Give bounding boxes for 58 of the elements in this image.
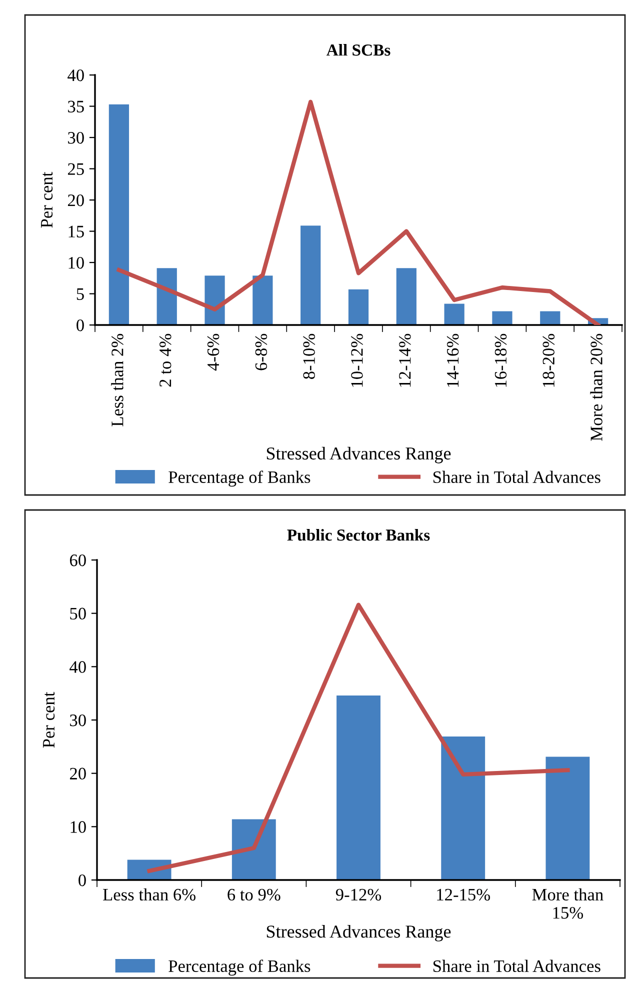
bar	[108, 104, 130, 325]
x-tick-label: 12-15%	[437, 888, 490, 901]
x-tick-label: 10-12%	[351, 334, 363, 387]
y-tick-label: 10	[70, 821, 86, 833]
bar	[546, 756, 590, 880]
x-tick-label: 8-10%	[303, 334, 315, 379]
x-tick-label: 16-18%	[494, 334, 507, 387]
y-tick-label: 60	[70, 554, 86, 566]
bar	[492, 311, 512, 325]
legend-label: Percentage of Banks	[168, 960, 310, 976]
bar	[156, 268, 177, 325]
chart-title: All SCBs	[326, 44, 390, 56]
bar	[540, 311, 560, 325]
y-tick-label: 20	[68, 194, 84, 206]
legend-label: Percentage of Banks	[168, 470, 310, 487]
line-series	[147, 602, 570, 874]
bar	[204, 276, 225, 325]
y-tick-label: 40	[68, 69, 84, 82]
y-tick-label: 5	[76, 288, 84, 300]
x-tick-label: 6 to 9%	[228, 888, 280, 901]
y-tick-label: 0	[76, 319, 84, 332]
x-tick-label: Less than 2%	[111, 334, 124, 426]
x-tick-label: 2 to 4%	[159, 334, 172, 387]
y-tick-label: 30	[70, 714, 86, 726]
y-axis-title: Per cent	[43, 692, 55, 748]
x-tick-label: 4-6%	[207, 334, 220, 371]
x-axis-title: Stressed Advances Range	[266, 446, 451, 464]
x-tick-label: 12-14%	[399, 334, 411, 387]
legend-label: Share in Total Advances	[433, 960, 600, 972]
legend-label: Share in Total Advances	[433, 470, 600, 484]
x-tick-label: 14-16%	[446, 334, 459, 387]
y-tick-label: 35	[68, 100, 84, 112]
y-tick-label: 30	[68, 132, 84, 144]
bar	[441, 736, 486, 880]
y-tick-label: 40	[70, 661, 86, 673]
y-tick-label: 15	[68, 226, 84, 238]
x-tick-label: 18-20%	[542, 334, 555, 387]
x-axis-title: Stressed Advances Range	[266, 925, 451, 942]
bar	[300, 226, 321, 325]
bar	[396, 268, 416, 325]
y-tick-label: 25	[68, 163, 84, 175]
y-tick-label: 10	[68, 256, 84, 269]
x-tick-label: 9-12%	[336, 888, 382, 901]
y-tick-label: 20	[70, 768, 86, 780]
chart-title: Public Sector Banks	[287, 528, 430, 541]
bar	[336, 695, 380, 880]
x-tick-label: Less than 6%	[103, 888, 196, 901]
bar	[232, 819, 276, 880]
y-axis-title: Per cent	[41, 172, 53, 228]
x-tick-label: More than 20%	[590, 334, 602, 441]
y-tick-label: 50	[70, 608, 86, 620]
bar	[252, 276, 273, 325]
bar	[348, 289, 369, 325]
x-tick-label: 6-8%	[255, 334, 268, 370]
x-tick-label: More than 15%	[532, 888, 604, 919]
bar	[444, 304, 464, 325]
y-tick-label: 0	[78, 874, 86, 886]
line-series	[116, 100, 600, 325]
